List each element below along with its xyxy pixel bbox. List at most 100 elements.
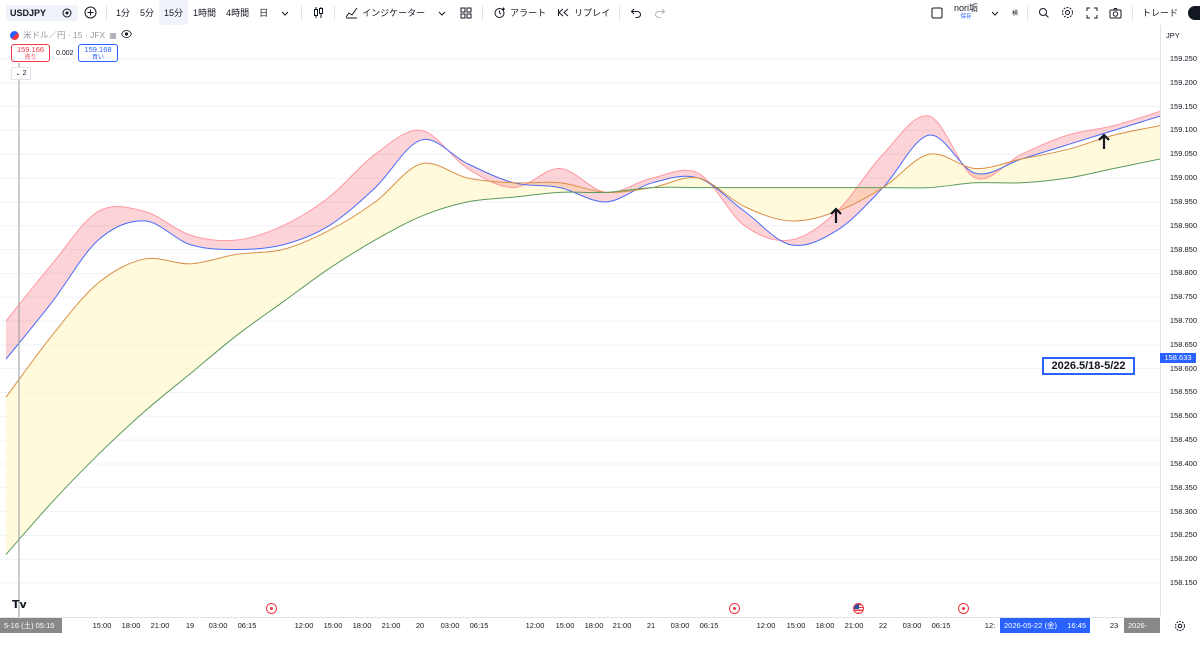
crosshair-date: 2026-05-22 (金)	[1004, 621, 1057, 630]
interval-dropdown[interactable]	[273, 0, 297, 25]
chevron-down-icon	[435, 6, 449, 20]
interval-1d[interactable]: 日	[259, 8, 269, 18]
indicators-button[interactable]: インジケーター	[339, 0, 430, 25]
price-tick-label: 158.850	[1169, 244, 1197, 254]
time-tick-label: 21	[646, 621, 656, 630]
settings-button[interactable]	[1056, 0, 1080, 25]
time-tick-label: 03:00	[440, 621, 460, 630]
layout-status: 保存	[960, 13, 972, 20]
undo-button[interactable]	[624, 0, 648, 25]
time-tick-label: 20	[415, 621, 425, 630]
time-tick-label: 03:00	[208, 621, 228, 630]
price-tick-label: 158.750	[1169, 292, 1197, 302]
price-tick-label: 158.650	[1169, 339, 1197, 349]
time-tick-label: 15:00	[92, 621, 112, 630]
time-tick-label: 06:15	[237, 621, 257, 630]
redo-icon	[653, 6, 667, 20]
toolbar-right: nori垢 保存 検	[925, 0, 1200, 25]
symbol-flag-icon	[10, 30, 19, 40]
economic-event-marker[interactable]	[266, 603, 277, 614]
time-tick-label: 18:00	[352, 621, 372, 630]
buy-label: 買い	[91, 55, 104, 61]
time-tick-label: 03:00	[670, 621, 690, 630]
divider	[1026, 5, 1028, 20]
layout-menu-button[interactable]	[983, 0, 1007, 25]
ema-line-blue[interactable]	[5, 115, 1160, 360]
spread-value: 0.002	[56, 50, 74, 57]
chart-type-button[interactable]	[306, 0, 330, 25]
quick-search-button[interactable]: 検	[1011, 11, 1018, 17]
symbol-search[interactable]: USDJPY	[6, 4, 78, 21]
interval-4h[interactable]: 4時間	[226, 8, 250, 18]
replay-label: リプレイ	[574, 8, 611, 18]
ema-line-orange[interactable]	[5, 125, 1160, 398]
economic-event-marker[interactable]	[958, 603, 969, 614]
tradingview-logo[interactable]: 𝗧𝘃	[12, 599, 27, 611]
time-axis[interactable]: 5-16 (土) 05:15 15:00 18:00 21:00 19 03:00 06:…	[0, 617, 1160, 645]
price-chart[interactable]	[0, 25, 1160, 617]
layout-toggle-button[interactable]	[925, 0, 949, 25]
interval-15m[interactable]: 15分	[159, 0, 189, 25]
gear-icon	[1061, 6, 1075, 20]
buy-button[interactable]: 159.168 買い	[78, 44, 118, 62]
layout-name-button[interactable]: nori垢 保存	[949, 0, 983, 25]
chart-pane[interactable]	[0, 25, 1160, 617]
indicators-collapse-button[interactable]: ⌄ 2	[11, 67, 31, 80]
divider	[334, 5, 336, 20]
gear-icon	[1175, 621, 1185, 631]
time-tick-label: 06:15	[699, 621, 719, 630]
time-tick-label: 12:00	[756, 621, 776, 630]
avatar[interactable]	[1188, 5, 1200, 20]
time-tick-label: 06:15	[931, 621, 951, 630]
time-tick-label: 06:15	[469, 621, 489, 630]
layouts-button[interactable]	[454, 0, 478, 25]
time-tick-label: 23	[1109, 621, 1119, 630]
interval-1h[interactable]: 1時間	[193, 8, 217, 18]
search-icon	[1037, 6, 1051, 20]
snapshot-button[interactable]	[1104, 0, 1128, 25]
price-tick-label: 158.150	[1169, 578, 1197, 588]
price-tick-label: 159.050	[1169, 149, 1197, 159]
price-tick-label: 158.700	[1169, 316, 1197, 325]
price-tick-label: 159.250	[1169, 53, 1197, 63]
trade-button[interactable]: トレード	[1141, 8, 1178, 18]
us-flag-event-icon[interactable]	[853, 603, 864, 614]
date-range-annotation[interactable]: 2026.5/18-5/22	[1042, 357, 1135, 375]
price-scale[interactable]: JPY 159.250 159.200 159.150 159.100 159.050 1…	[1160, 25, 1200, 617]
price-tick-label: 158.350	[1169, 482, 1197, 492]
interval-5m[interactable]: 5分	[140, 8, 155, 18]
layout-name: nori垢	[953, 2, 978, 13]
price-tick-label: 159.100	[1169, 125, 1197, 135]
arrow-up-icon[interactable]	[1098, 133, 1110, 149]
time-tick-label: 12:00	[294, 621, 314, 630]
divider	[106, 5, 107, 20]
indicators-templates-button[interactable]	[430, 0, 454, 25]
price-tick-label: 158.600	[1169, 363, 1197, 373]
series-legend: 米ドル／円 · 15 · JFX ▦	[10, 29, 132, 41]
time-axis-start-label: 5-16 (土) 05:15	[0, 618, 62, 633]
time-tick-label: 15:00	[786, 621, 806, 630]
ema-line-green[interactable]	[5, 158, 1160, 555]
time-tick-label: 18:00	[815, 621, 835, 630]
ema-line-red[interactable]	[5, 110, 1160, 322]
time-tick-label: 21:00	[150, 621, 170, 630]
fullscreen-button[interactable]	[1080, 0, 1104, 25]
add-symbol-button[interactable]	[78, 0, 102, 25]
price-tick-label: 158.300	[1169, 506, 1197, 516]
price-tick-label: 158.250	[1169, 530, 1197, 540]
crosshair-time-label: 2026-05-22 (金) 16:45	[1000, 618, 1090, 633]
visibility-eye-icon[interactable]	[120, 30, 132, 40]
sell-button[interactable]: 159.166 売り	[11, 44, 50, 62]
price-tick-label: 158.800	[1169, 268, 1197, 278]
redo-button[interactable]	[648, 0, 672, 25]
top-toolbar: USDJPY 1分 5分 15分 1時間 4時間 日 インジケーター	[0, 0, 1200, 26]
search-button[interactable]	[1032, 0, 1056, 25]
eye-compare-icon[interactable]	[60, 6, 74, 20]
price-tick-label: 158.950	[1169, 196, 1197, 206]
axis-settings-button[interactable]	[1174, 619, 1186, 631]
interval-1m[interactable]: 1分	[116, 8, 131, 18]
alert-button[interactable]: アラート	[487, 0, 551, 25]
replay-button[interactable]: リプレイ	[551, 0, 615, 25]
economic-event-marker[interactable]	[729, 603, 740, 614]
arrow-up-icon[interactable]	[830, 207, 842, 223]
